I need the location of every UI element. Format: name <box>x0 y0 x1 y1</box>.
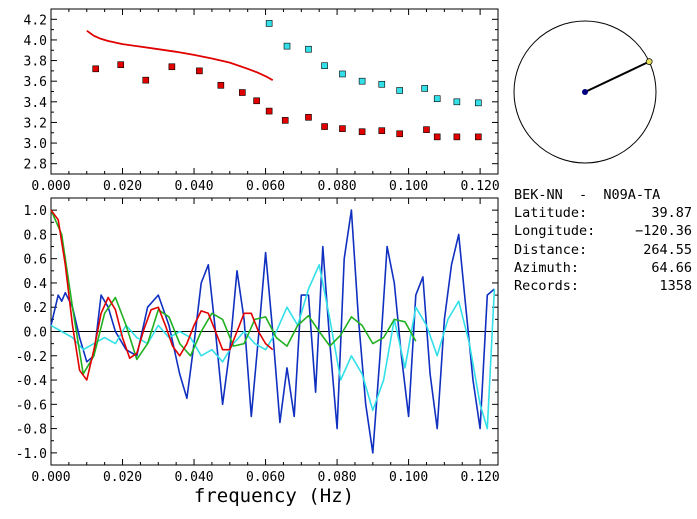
data-point <box>475 133 482 141</box>
info-value: 1358 <box>659 277 692 294</box>
y-tick-label: 3.0 <box>24 137 47 152</box>
data-point <box>196 67 203 75</box>
y-tick-label: 0.0 <box>24 326 47 341</box>
info-value: 64.66 <box>651 259 692 276</box>
data-point <box>281 117 289 124</box>
data-point <box>378 127 386 134</box>
data-point <box>358 77 366 85</box>
y-tick-label: 3.4 <box>24 96 48 111</box>
y-tick-label: -1.0 <box>16 447 47 462</box>
series-line <box>50 209 495 454</box>
series-line <box>50 209 274 381</box>
bottom-chart-series <box>50 209 496 454</box>
info-label: Azimuth: <box>514 259 580 276</box>
y-tick-label: 2.8 <box>24 158 47 173</box>
x-tick-label: 0.040 <box>174 470 213 485</box>
x-tick-label: 0.020 <box>103 470 142 485</box>
data-point <box>339 125 346 132</box>
data-point <box>358 128 366 136</box>
info-row-longitude: Longitude: −120.36 <box>514 222 692 240</box>
data-point <box>396 87 403 94</box>
x-tick-label: 0.020 <box>103 179 142 194</box>
data-point <box>321 62 328 70</box>
x-tick-label: 0.060 <box>246 470 285 485</box>
bottom-chart-panel: 0.000 0.020 0.040 0.060 0.080 0.100 0.120 1.0 0.… <box>16 197 500 507</box>
series-line <box>86 29 274 81</box>
data-point <box>433 95 441 103</box>
top-chart-axes: 0.000 0.020 0.040 0.060 0.080 0.100 0.120 2.8 3.… <box>24 9 500 194</box>
y-tick-label: 1.0 <box>24 204 47 219</box>
data-point <box>117 61 125 68</box>
data-point <box>339 70 346 78</box>
x-tick-label: 0.100 <box>389 470 428 485</box>
data-point <box>283 42 291 50</box>
data-point <box>217 82 225 89</box>
top-chart-panel: 0.000 0.020 0.040 0.060 0.080 0.100 0.120 2.8 3.… <box>24 8 500 194</box>
azimuth-endpoint <box>645 58 653 65</box>
data-point <box>378 80 386 88</box>
y-tick-label: 0.4 <box>24 277 48 292</box>
y-tick-label: -0.2 <box>16 350 47 365</box>
info-label: Longitude: <box>514 223 596 240</box>
data-point <box>239 89 246 96</box>
x-tick-label: 0.080 <box>318 470 357 485</box>
x-tick-label: 0.080 <box>318 179 357 194</box>
bottom-chart-axes: 0.000 0.020 0.040 0.060 0.080 0.100 0.120 1.0 0.… <box>16 198 500 485</box>
data-point <box>92 65 99 73</box>
x-tick-label: 0.060 <box>246 179 285 194</box>
azimuth-line <box>584 60 650 93</box>
data-point <box>423 126 430 133</box>
info-value: 39.87 <box>651 205 692 222</box>
x-tick-label: 0.100 <box>389 179 428 194</box>
data-point <box>142 76 150 84</box>
info-row-latitude: Latitude: 39.87 <box>514 204 692 222</box>
x-tick-label: 0.120 <box>461 470 500 485</box>
y-tick-label: 0.2 <box>24 301 47 316</box>
info-row-records: Records: 1358 <box>514 277 692 295</box>
x-tick-label: 0.000 <box>31 179 70 194</box>
data-point <box>253 97 260 105</box>
data-point <box>433 133 441 141</box>
azimuth-compass <box>513 20 657 164</box>
y-tick-label: -0.6 <box>16 398 47 413</box>
data-point <box>265 20 273 27</box>
station-dot <box>582 89 588 95</box>
top-chart-frame <box>50 8 499 175</box>
y-tick-label: 0.8 <box>24 228 47 243</box>
y-tick-label: -0.8 <box>16 423 47 438</box>
info-label: Distance: <box>514 241 588 258</box>
x-tick-label: 0.040 <box>174 179 213 194</box>
top-chart-series <box>86 20 482 141</box>
y-tick-label: 0.6 <box>24 253 47 268</box>
x-tick-label: 0.120 <box>461 179 500 194</box>
info-row-azimuth: Azimuth: 64.66 <box>514 259 692 277</box>
y-tick-label: 3.6 <box>24 75 47 90</box>
data-point <box>168 63 176 71</box>
info-label: Records: <box>514 277 580 294</box>
data-point <box>396 130 403 138</box>
data-point <box>265 107 273 115</box>
data-point <box>305 113 312 121</box>
y-tick-label: 3.2 <box>24 116 47 131</box>
info-row-distance: Distance: 264.55 <box>514 241 692 259</box>
y-tick-label: 3.8 <box>24 55 47 70</box>
data-point <box>453 133 461 141</box>
data-point <box>421 85 428 92</box>
y-tick-label: -0.4 <box>16 374 47 389</box>
x-axis-label: frequency (Hz) <box>194 485 354 507</box>
info-label: Latitude: <box>514 205 588 222</box>
data-point <box>453 98 461 106</box>
y-tick-label: 4.2 <box>24 13 47 28</box>
info-value: 264.55 <box>643 241 692 258</box>
data-point <box>305 45 312 53</box>
y-tick-label: 4.0 <box>24 34 47 49</box>
data-point <box>475 99 482 107</box>
station-title: BEK-NN - N09A-TA <box>514 187 661 203</box>
x-tick-label: 0.000 <box>31 470 70 485</box>
info-value: −120.36 <box>635 223 692 240</box>
station-info: BEK-NN - N09A-TA Latitude: 39.87 Longitud… <box>514 186 692 295</box>
data-point <box>321 123 328 130</box>
compass-circle <box>513 20 657 164</box>
